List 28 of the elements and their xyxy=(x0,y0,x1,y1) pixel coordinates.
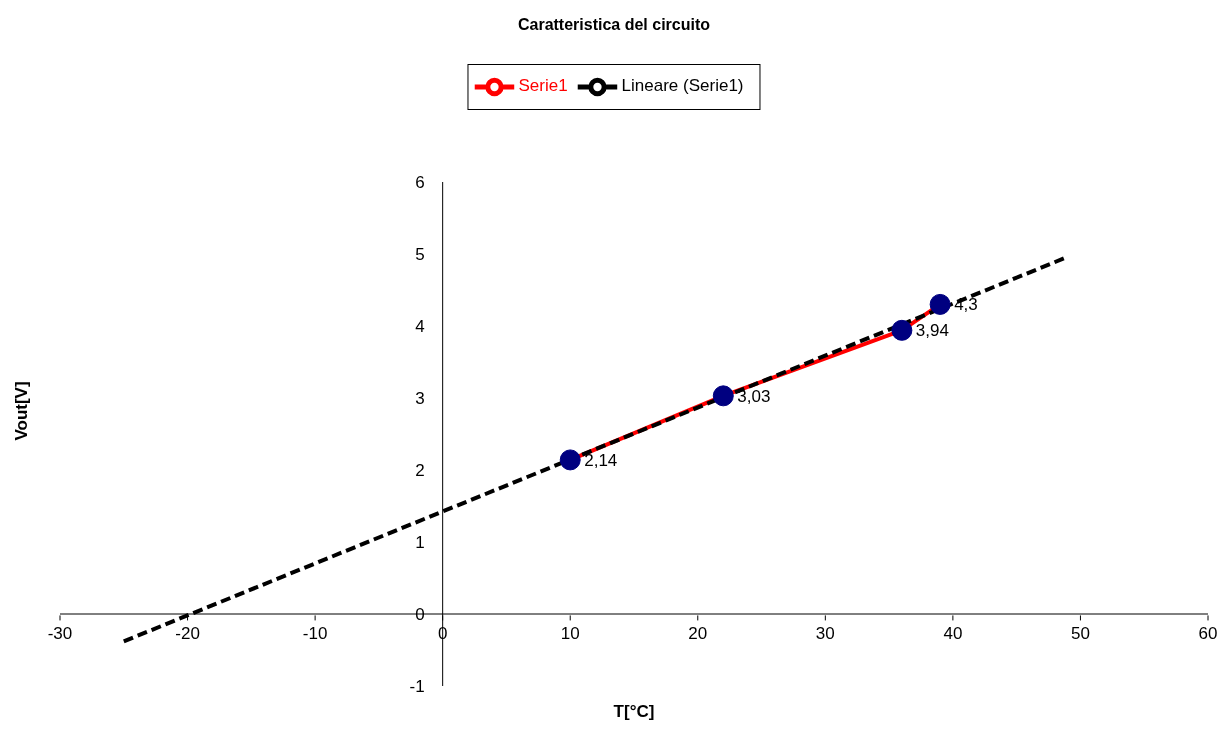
x-tick-label: -10 xyxy=(302,624,328,644)
point xyxy=(891,319,913,341)
y-tick-label: 0 xyxy=(415,605,425,624)
y-tick-label: 6 xyxy=(415,173,425,192)
x-tick-label: -20 xyxy=(175,624,200,644)
data-label: 2,14 xyxy=(584,450,618,470)
x-tick-label: 60 xyxy=(1198,624,1218,644)
chart-title: Caratteristica del circuito xyxy=(516,16,712,34)
y-tick-label: 2 xyxy=(415,461,425,480)
x-axis-title: T[°C] xyxy=(612,702,656,722)
data-label: 3,94 xyxy=(915,321,949,341)
x-tick-label: 50 xyxy=(1070,624,1090,644)
point xyxy=(929,293,951,315)
x-tick-label: 20 xyxy=(688,624,708,644)
legend-label: Serie1 xyxy=(518,76,568,96)
x-tick-label: 10 xyxy=(560,624,580,644)
y-tick-label: 1 xyxy=(415,533,425,552)
y-tick-label: 4 xyxy=(415,317,425,336)
y-tick-label: 3 xyxy=(415,389,425,408)
x-tick-label: 40 xyxy=(943,624,963,644)
point xyxy=(712,385,734,407)
x-tick-label: 30 xyxy=(815,624,835,644)
y-tick-label: -1 xyxy=(409,677,425,696)
y-axis-title: Vout[V] xyxy=(12,381,32,441)
legend-label: Lineare (Serie1) xyxy=(621,76,744,96)
point xyxy=(559,449,581,471)
y-tick-label: 5 xyxy=(415,245,425,264)
x-tick-label: -30 xyxy=(47,624,73,644)
